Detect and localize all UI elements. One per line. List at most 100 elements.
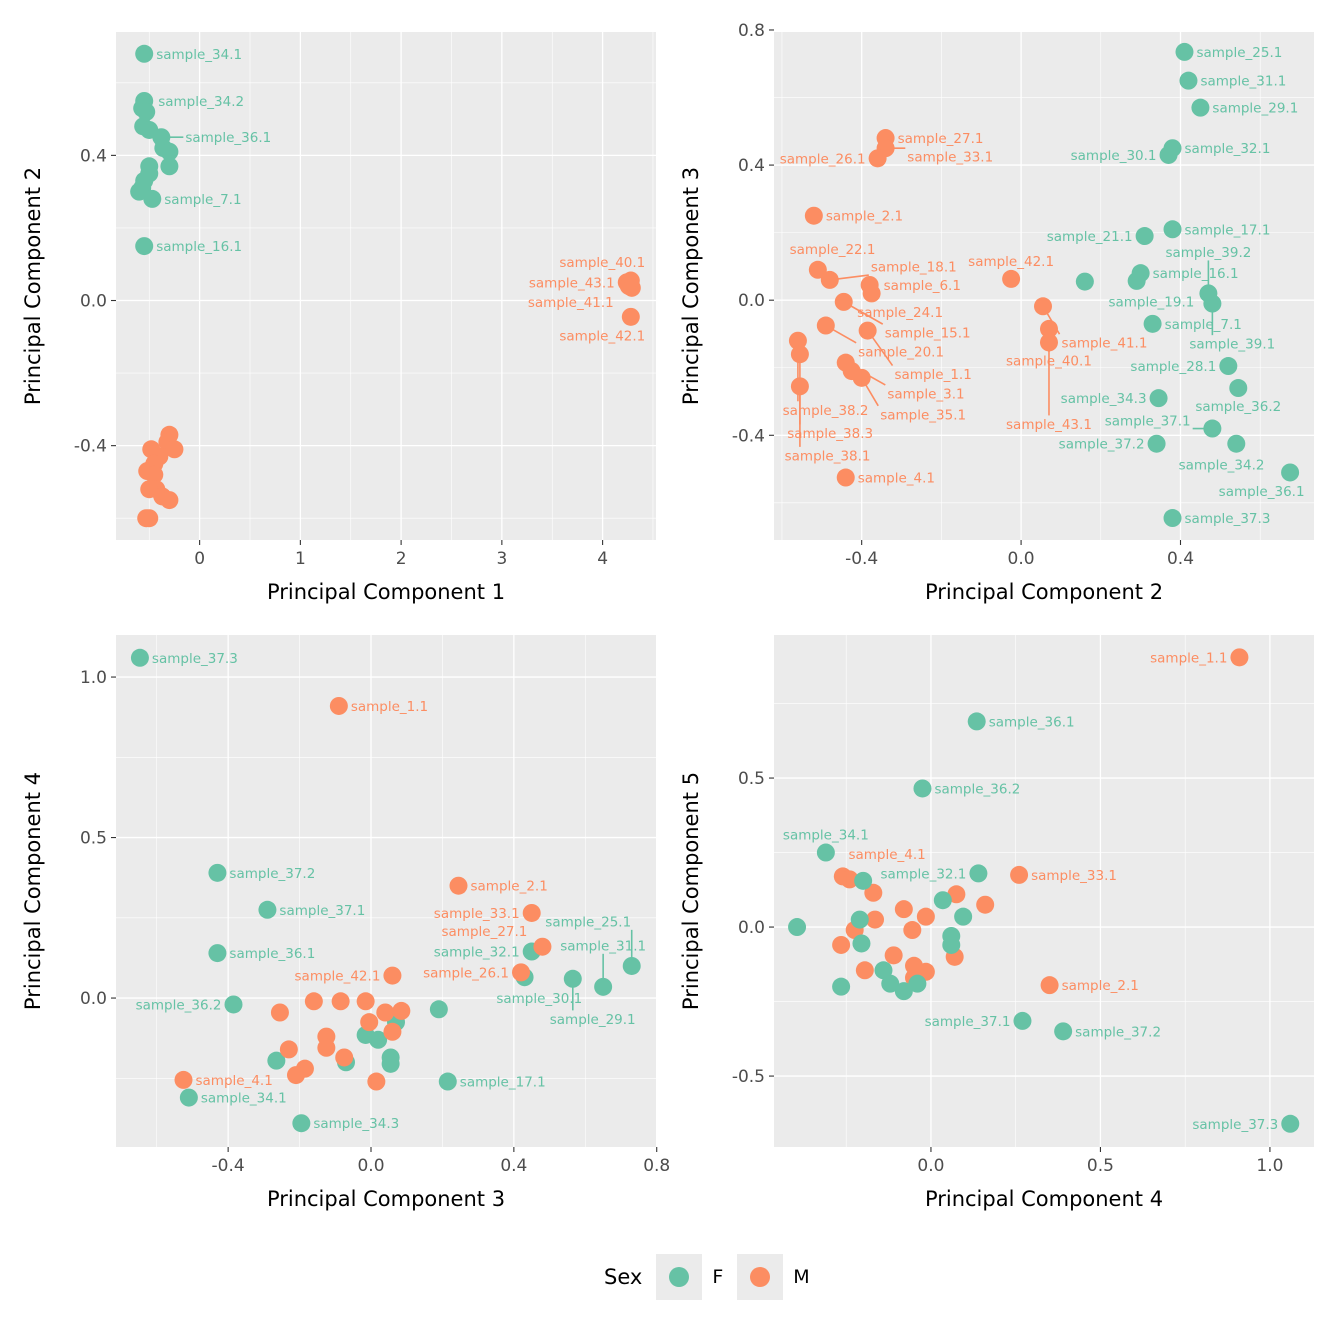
point-f: [1054, 1022, 1073, 1041]
point-m: [866, 910, 885, 929]
point-label: sample_15.1: [885, 326, 971, 342]
y-tick-label: 0.0: [738, 291, 765, 311]
point-f: [622, 956, 641, 975]
x-tick-label: 0.5: [1087, 1156, 1114, 1176]
legend: Sex F M: [604, 1254, 824, 1300]
point-f: [850, 910, 869, 929]
point-f: [874, 961, 893, 980]
point-f: [135, 237, 154, 256]
x-tick-label: 0.8: [643, 1156, 670, 1176]
point-label: sample_36.2: [934, 781, 1020, 797]
point-label: sample_26.1: [423, 965, 509, 981]
point-label: sample_40.1: [1006, 353, 1092, 369]
point-f: [130, 182, 149, 201]
point-label: sample_6.1: [884, 278, 961, 294]
point-f: [1147, 434, 1166, 453]
point-label: sample_37.1: [279, 903, 365, 919]
legend-title: Sex: [604, 1265, 643, 1289]
y-tick-label: -0.4: [74, 437, 107, 457]
point-label: sample_38.2: [783, 403, 869, 419]
point-label: sample_36.1: [185, 130, 271, 146]
point-label: sample_37.1: [925, 1014, 1011, 1030]
x-axis-title: Principal Component 4: [925, 1187, 1163, 1211]
point-f: [1159, 145, 1178, 164]
point-m: [140, 480, 159, 499]
point-m: [894, 900, 913, 919]
point-m: [1039, 319, 1058, 338]
x-axis-title: Principal Component 1: [267, 580, 505, 604]
point-m: [522, 903, 541, 922]
x-tick-label: 0: [194, 549, 205, 569]
point-f: [1227, 434, 1246, 453]
plot-background: [774, 635, 1314, 1147]
point-f: [1149, 389, 1168, 408]
point-m: [376, 1003, 395, 1022]
legend-label-f: F: [712, 1266, 724, 1288]
point-f: [208, 944, 227, 963]
legend-key-m: [737, 1254, 784, 1300]
point-m: [976, 895, 995, 914]
point-m: [622, 278, 641, 297]
point-f: [267, 1051, 286, 1070]
point-m: [270, 1003, 289, 1022]
point-m: [533, 937, 552, 956]
point-label: sample_39.1: [1189, 337, 1275, 353]
point-f: [1135, 227, 1154, 246]
point-label: sample_35.1: [880, 407, 966, 423]
legend-dot-m: [750, 1267, 771, 1287]
point-f: [1175, 42, 1194, 61]
point-f: [1191, 98, 1210, 117]
point-f: [1143, 314, 1162, 333]
point-label: sample_7.1: [1165, 317, 1242, 333]
point-label: sample_37.3: [152, 651, 238, 667]
y-tick-label: 0.5: [738, 769, 765, 789]
x-axis-title: Principal Component 3: [267, 1187, 505, 1211]
point-m: [360, 1013, 379, 1032]
point-label: sample_43.1: [1006, 417, 1092, 433]
point-label: sample_1.1: [351, 699, 428, 715]
point-f: [1229, 379, 1248, 398]
point-label: sample_34.2: [1179, 458, 1265, 474]
y-axis-title: Principal Component 4: [21, 772, 45, 1010]
point-m: [331, 992, 350, 1011]
point-m: [834, 292, 853, 311]
point-label: sample_7.1: [164, 192, 241, 208]
plot-background: [116, 32, 656, 540]
point-label: sample_25.1: [545, 914, 631, 930]
y-tick-label: 0.4: [738, 156, 765, 176]
point-m: [287, 1066, 305, 1085]
point-f: [208, 863, 227, 882]
point-f: [969, 864, 988, 883]
point-f: [179, 1088, 198, 1107]
point-label: sample_37.3: [1192, 1117, 1278, 1133]
point-m: [137, 509, 156, 528]
point-f: [292, 1114, 311, 1133]
x-tick-label: 3: [496, 549, 507, 569]
point-m: [916, 907, 935, 926]
point-label: sample_29.1: [1212, 101, 1298, 117]
point-m: [864, 883, 883, 902]
point-f: [130, 648, 149, 667]
point-f: [224, 995, 243, 1014]
x-tick-label: 0.0: [917, 1156, 944, 1176]
point-m: [1040, 976, 1059, 995]
point-m: [790, 345, 809, 364]
point-label: sample_41.1: [1062, 336, 1148, 352]
point-label: sample_37.1: [1105, 413, 1191, 429]
x-tick-label: 4: [597, 549, 608, 569]
point-m: [383, 1022, 402, 1041]
point-f: [942, 935, 961, 954]
x-tick-label: 2: [396, 549, 407, 569]
y-axis-title: Principal Component 3: [679, 167, 703, 405]
point-label: sample_17.1: [1185, 222, 1271, 238]
point-label: sample_30.1: [1071, 148, 1157, 164]
x-tick-label: 1.0: [1256, 1156, 1283, 1176]
point-label: sample_38.1: [785, 448, 871, 464]
point-label: sample_32.1: [434, 945, 520, 961]
point-f: [369, 1030, 388, 1049]
points: [788, 42, 1300, 528]
x-tick-label: 0.0: [357, 1156, 384, 1176]
point-labels: sample_25.1 sample_31.1 sample_29.1 sample_…: [780, 45, 1305, 527]
point-f: [160, 157, 179, 176]
point-m: [145, 465, 164, 484]
